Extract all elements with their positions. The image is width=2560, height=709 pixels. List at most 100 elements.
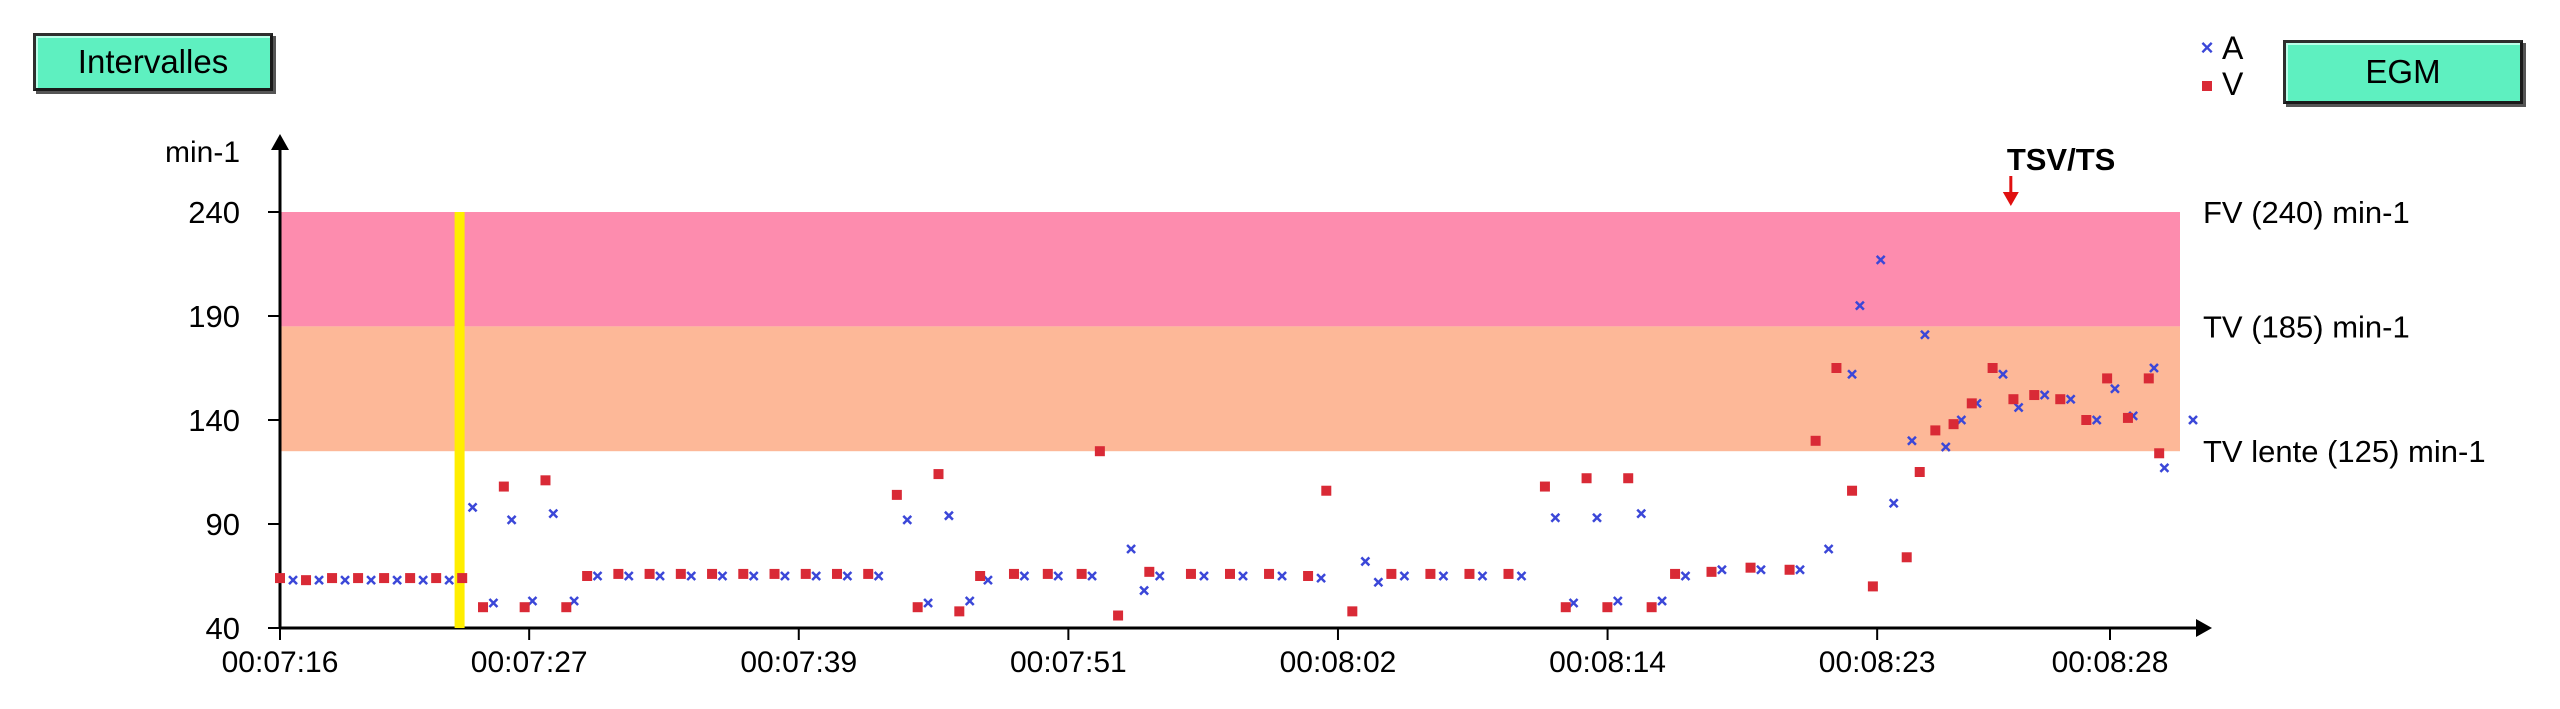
point-a bbox=[548, 508, 559, 519]
point-v bbox=[2081, 415, 2092, 425]
points-layer bbox=[275, 254, 2198, 621]
point-a bbox=[1277, 571, 1287, 581]
y-axis-arrow-icon bbox=[271, 134, 289, 150]
point-a bbox=[506, 514, 517, 525]
point-a bbox=[1875, 254, 1886, 265]
point-a bbox=[1126, 544, 1136, 554]
point-v bbox=[613, 568, 624, 579]
y-axis-label: min-1 bbox=[165, 136, 240, 169]
x-tick-label: 00:07:39 bbox=[740, 646, 857, 679]
point-a bbox=[717, 571, 728, 581]
point-v bbox=[478, 602, 489, 613]
point-v bbox=[519, 602, 530, 613]
point-v bbox=[275, 573, 285, 584]
point-a bbox=[2149, 363, 2159, 373]
point-a bbox=[2013, 402, 2024, 413]
legend-item-v: V bbox=[2200, 66, 2243, 102]
point-a bbox=[488, 598, 499, 608]
point-a bbox=[1956, 415, 1967, 425]
point-v bbox=[431, 573, 442, 584]
point-v bbox=[1094, 446, 1105, 457]
point-a bbox=[686, 571, 697, 581]
point-a bbox=[1907, 435, 1917, 446]
point-a bbox=[2159, 462, 2170, 473]
point-a bbox=[1636, 508, 1647, 519]
point-v bbox=[1602, 602, 1613, 613]
point-v bbox=[2008, 394, 2019, 405]
x-tick-label: 00:07:51 bbox=[1010, 646, 1127, 679]
point-a bbox=[1477, 571, 1488, 581]
point-a bbox=[1154, 571, 1165, 581]
zone-label: TV lente (125) min-1 bbox=[2203, 434, 2486, 469]
point-a bbox=[1316, 573, 1326, 583]
event-arrow-icon bbox=[2002, 192, 2019, 206]
axes-layer: min-1 40 90 140 190 240 00:07:16 00:07:27 00:07:… bbox=[165, 134, 2212, 679]
y-tick-label: 190 bbox=[188, 299, 240, 334]
point-a bbox=[748, 571, 759, 581]
point-v bbox=[912, 602, 923, 613]
point-v bbox=[1646, 602, 1657, 613]
point-v bbox=[1076, 568, 1087, 579]
point-v bbox=[1867, 581, 1878, 592]
legend-label-v: V bbox=[2222, 66, 2244, 102]
x-tick-label: 00:08:14 bbox=[1549, 646, 1666, 679]
point-v bbox=[582, 571, 593, 581]
x-tick-label: 00:08:28 bbox=[2052, 646, 2169, 679]
point-a bbox=[467, 502, 478, 513]
point-v bbox=[800, 568, 811, 579]
point-v bbox=[975, 571, 986, 581]
point-a bbox=[1199, 571, 1209, 581]
point-v bbox=[2143, 373, 2154, 384]
point-v bbox=[738, 568, 749, 579]
point-v bbox=[644, 568, 655, 579]
y-tick-label: 240 bbox=[188, 195, 240, 230]
point-v bbox=[954, 606, 965, 617]
cross-marker-icon: × bbox=[2200, 35, 2214, 60]
intervalles-button[interactable]: Intervalles bbox=[33, 33, 273, 91]
point-v bbox=[1008, 568, 1019, 579]
point-a bbox=[444, 575, 455, 586]
point-v bbox=[1539, 481, 1550, 492]
point-v bbox=[1581, 473, 1592, 484]
event-layer: TSV/TS bbox=[2002, 142, 2115, 206]
point-a bbox=[873, 571, 884, 581]
point-v bbox=[1706, 566, 1717, 577]
point-a bbox=[569, 596, 579, 606]
point-a bbox=[1657, 596, 1667, 606]
point-v bbox=[1185, 568, 1196, 579]
point-a bbox=[1568, 598, 1579, 608]
point-v bbox=[1966, 398, 1977, 409]
point-a bbox=[1373, 577, 1384, 588]
zone-tv bbox=[280, 326, 2180, 452]
point-v bbox=[2102, 373, 2113, 384]
egm-button[interactable]: EGM bbox=[2283, 40, 2523, 104]
point-v bbox=[1144, 566, 1155, 577]
point-a bbox=[1854, 300, 1865, 311]
zone-label: TV (185) min-1 bbox=[2203, 309, 2410, 344]
point-a bbox=[902, 514, 913, 525]
point-a bbox=[1680, 571, 1691, 581]
point-v bbox=[831, 568, 842, 579]
point-v bbox=[327, 573, 338, 584]
point-v bbox=[1914, 467, 1925, 477]
x-tick-label: 00:08:23 bbox=[1819, 646, 1936, 679]
point-v bbox=[707, 568, 718, 579]
x-tick-label: 00:08:02 bbox=[1280, 646, 1397, 679]
point-v bbox=[933, 469, 944, 480]
point-a bbox=[623, 571, 634, 581]
point-v bbox=[891, 489, 902, 500]
legend-label-a: A bbox=[2222, 30, 2244, 66]
point-a bbox=[392, 575, 403, 586]
square-marker-icon bbox=[2200, 66, 2214, 102]
point-v bbox=[1987, 363, 1998, 373]
point-a bbox=[1998, 369, 2008, 380]
point-v bbox=[1113, 610, 1124, 621]
point-v bbox=[675, 568, 686, 579]
zones-layer bbox=[280, 212, 2180, 452]
point-a bbox=[923, 598, 933, 608]
point-v bbox=[1321, 485, 1332, 496]
point-v bbox=[1225, 568, 1235, 579]
point-a bbox=[2110, 383, 2120, 394]
point-a bbox=[1847, 369, 1857, 380]
